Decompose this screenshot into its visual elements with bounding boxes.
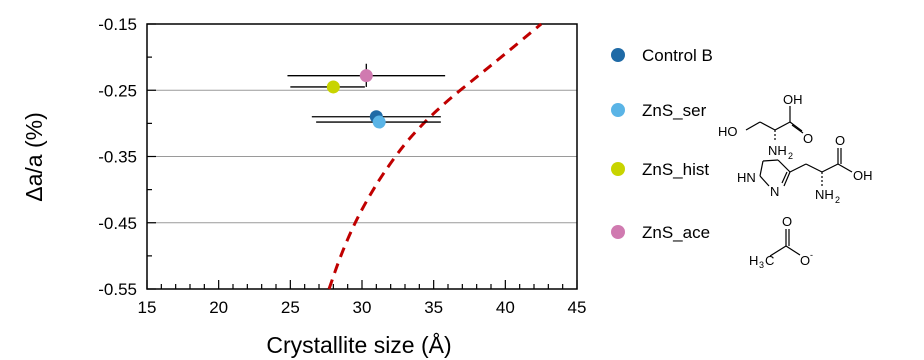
his-nh: NH — [815, 187, 834, 202]
x-tick-label: 45 — [568, 298, 587, 317]
legend: Control B ZnS_ser ZnS_hist ZnS_ace — [611, 46, 713, 242]
ace-o-minus: O — [800, 253, 810, 268]
x-tick-label: 15 — [138, 298, 157, 317]
y-tick-label: -0.25 — [98, 81, 137, 100]
y-tick-label: -0.35 — [98, 148, 137, 167]
his-bond — [821, 163, 839, 173]
ace-h: H — [749, 253, 758, 268]
ser-bond — [759, 121, 776, 131]
his-nh-sub: 2 — [835, 195, 840, 205]
ace-bond — [785, 245, 801, 256]
y-tick-label: -0.55 — [98, 280, 137, 299]
his-bond — [759, 175, 770, 187]
x-tick-label: 40 — [496, 298, 515, 317]
axis-ticks — [146, 23, 578, 290]
his-bond — [762, 159, 779, 162]
ace-c: C — [765, 253, 774, 268]
legend-marker — [611, 103, 625, 117]
legend-marker — [611, 225, 625, 239]
his-bond — [777, 159, 791, 173]
x-tick-label: 25 — [281, 298, 300, 317]
legend-label: ZnS_hist — [642, 160, 709, 179]
ace-h-sub: 3 — [759, 260, 764, 270]
his-bond — [783, 171, 791, 187]
legend-marker — [611, 162, 625, 176]
x-axis-title: Crystallite size (Å) — [266, 331, 451, 358]
his-bond — [805, 163, 823, 173]
his-bond — [837, 163, 853, 173]
ser-oh: OH — [783, 92, 803, 107]
legend-label: Control B — [642, 46, 713, 65]
y-tick-labels: -0.15 -0.25 -0.35 -0.45 -0.55 — [98, 15, 137, 299]
his-bond — [781, 171, 788, 184]
ser-bond — [745, 121, 761, 131]
ace-o-top: O — [782, 214, 792, 229]
y-axis-title: Δa/a (%) — [21, 112, 47, 202]
legend-marker — [611, 48, 625, 62]
data-point — [359, 69, 373, 83]
fit-curve — [327, 22, 543, 290]
his-o: O — [835, 133, 845, 148]
his-bond — [789, 163, 807, 173]
y-tick-label: -0.15 — [98, 15, 137, 34]
his-n: N — [770, 184, 779, 199]
y-tick-label: -0.45 — [98, 214, 137, 233]
legend-label: ZnS_ace — [642, 223, 710, 242]
ser-bond — [774, 121, 791, 131]
acetate-structure — [769, 229, 801, 257]
ser-bond — [791, 124, 804, 134]
data-point — [372, 115, 386, 129]
data-points — [326, 69, 386, 129]
histidine-structure — [759, 148, 853, 187]
ace-bond — [769, 245, 787, 257]
legend-label: ZnS_ser — [642, 101, 707, 120]
his-oh: OH — [853, 168, 873, 183]
x-tick-label: 30 — [353, 298, 372, 317]
his-bond — [759, 160, 764, 177]
x-tick-label: 20 — [209, 298, 228, 317]
ser-o: O — [803, 131, 813, 146]
ser-bond — [789, 121, 803, 132]
ser-nh-sub: 2 — [788, 151, 793, 161]
x-tick-label: 35 — [424, 298, 443, 317]
grid-lines — [147, 23, 577, 290]
ser-nh: NH — [768, 143, 787, 158]
data-point — [326, 80, 340, 94]
ser-ho: HO — [718, 124, 738, 139]
ace-minus: - — [810, 250, 813, 260]
serine-structure — [745, 106, 804, 142]
his-hn: HN — [737, 170, 756, 185]
x-tick-labels: 15 20 25 30 35 40 45 — [138, 298, 587, 317]
